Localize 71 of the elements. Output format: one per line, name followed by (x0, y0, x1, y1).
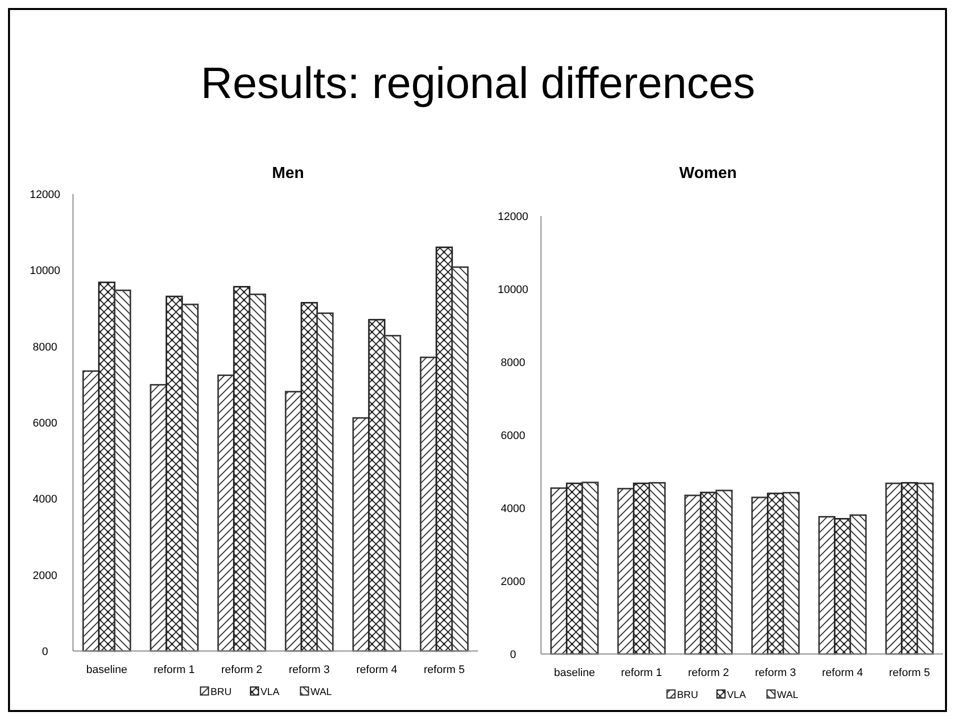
legend-label: WAL (310, 687, 332, 698)
bar (782, 492, 800, 655)
legend-label: BRU (677, 690, 698, 701)
x-tick-label: baseline (554, 667, 595, 679)
bar (582, 482, 599, 655)
bar (751, 496, 768, 655)
y-tick-label: 8000 (500, 357, 526, 369)
x-tick-label: reform 4 (822, 667, 863, 679)
legend-label: WAL (777, 690, 799, 701)
bar (834, 518, 852, 655)
bar (384, 334, 402, 652)
bar (716, 490, 733, 655)
bar (368, 318, 386, 652)
x-tick-label: reform 5 (424, 664, 465, 676)
bar (181, 304, 199, 652)
y-tick-label: 6000 (32, 418, 58, 430)
bar (885, 482, 902, 655)
bar (217, 374, 235, 652)
bar (900, 482, 918, 655)
bar (916, 482, 934, 655)
bar (300, 302, 318, 652)
y-tick-label: 0 (42, 646, 48, 658)
y-tick-label: 12000 (30, 189, 60, 201)
bar (150, 384, 168, 652)
bar (166, 296, 183, 652)
bar (566, 482, 584, 655)
bar (284, 390, 302, 652)
bar (352, 417, 370, 652)
bar (850, 514, 867, 655)
bar (700, 492, 718, 655)
bar (684, 494, 702, 655)
bar (233, 286, 250, 652)
x-tick-label: baseline (86, 664, 128, 676)
bar (648, 482, 666, 655)
bar (82, 370, 100, 652)
legend-label: BRU (210, 687, 232, 698)
bar (316, 312, 334, 652)
bar (818, 516, 836, 655)
x-tick-label: reform 1 (621, 667, 662, 679)
x-tick-label: reform 1 (154, 664, 195, 676)
chart-title: Women (679, 165, 737, 182)
x-tick-label: reform 2 (688, 667, 729, 679)
bar (451, 266, 469, 652)
y-tick-label: 2000 (32, 570, 58, 582)
x-tick-label: reform 3 (288, 664, 330, 676)
bar (550, 487, 568, 655)
legend-label: VLA (727, 690, 746, 701)
y-tick-label: 4000 (32, 494, 58, 506)
x-tick-label: reform 4 (356, 664, 398, 676)
y-tick-label: 10000 (498, 284, 528, 296)
legend-label: VLA (260, 687, 280, 698)
bar (420, 356, 438, 652)
y-tick-label: 4000 (500, 503, 526, 515)
y-tick-label: 12000 (498, 211, 528, 223)
x-tick-label: reform 3 (755, 667, 796, 679)
bar (766, 492, 784, 655)
text: Results: regional differences (200, 59, 756, 108)
y-tick-label: 8000 (32, 341, 58, 354)
y-tick-label: 10000 (30, 265, 60, 278)
bar (436, 246, 453, 652)
bar (114, 290, 132, 652)
bar (98, 282, 116, 652)
bar (248, 294, 266, 652)
chart-title: Men (272, 165, 304, 182)
bar (632, 482, 650, 655)
x-tick-label: reform 5 (889, 667, 930, 679)
y-tick-label: 6000 (500, 430, 526, 442)
bar (617, 488, 634, 655)
y-tick-label: 2000 (500, 576, 526, 588)
x-tick-label: reform 2 (221, 664, 262, 676)
y-tick-label: 0 (510, 649, 516, 661)
